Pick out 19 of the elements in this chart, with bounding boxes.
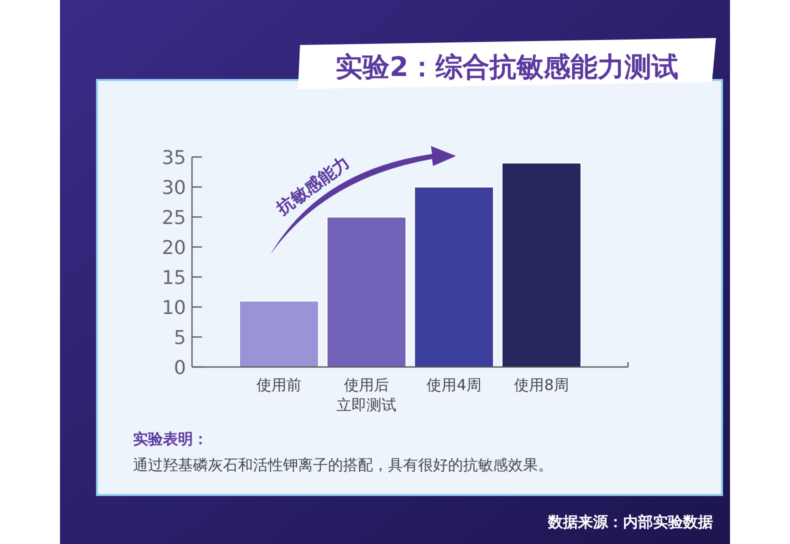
y-tick-label: 25	[162, 207, 186, 229]
y-tick-label: 5	[174, 327, 186, 349]
y-tick-label: 35	[162, 147, 186, 169]
source-note: 数据来源：内部实验数据	[547, 513, 713, 531]
annotation: 抗敏感能力	[272, 152, 354, 220]
y-tick-label: 30	[162, 177, 186, 199]
x-tick-label: 使用后立即测试	[336, 376, 396, 414]
x-tick-label: 使用前	[256, 376, 302, 394]
x-tick-label: 使用8周	[514, 376, 569, 394]
x-tick-label: 使用4周	[426, 376, 482, 394]
text: 通过羟基磷灰石和活性钾离子的搭配，具有很好的抗敏感效果。	[133, 456, 553, 474]
bar	[239, 300, 319, 368]
y-tick-label: 15	[162, 267, 186, 289]
bar	[502, 162, 582, 368]
chart-title: 实验2：综合抗敏感能力测试	[336, 52, 678, 83]
y-tick-label: 20	[162, 237, 186, 259]
y-tick-label: 0	[174, 357, 186, 379]
text: 实验表明：	[133, 430, 208, 448]
y-tick-label: 10	[162, 297, 186, 319]
